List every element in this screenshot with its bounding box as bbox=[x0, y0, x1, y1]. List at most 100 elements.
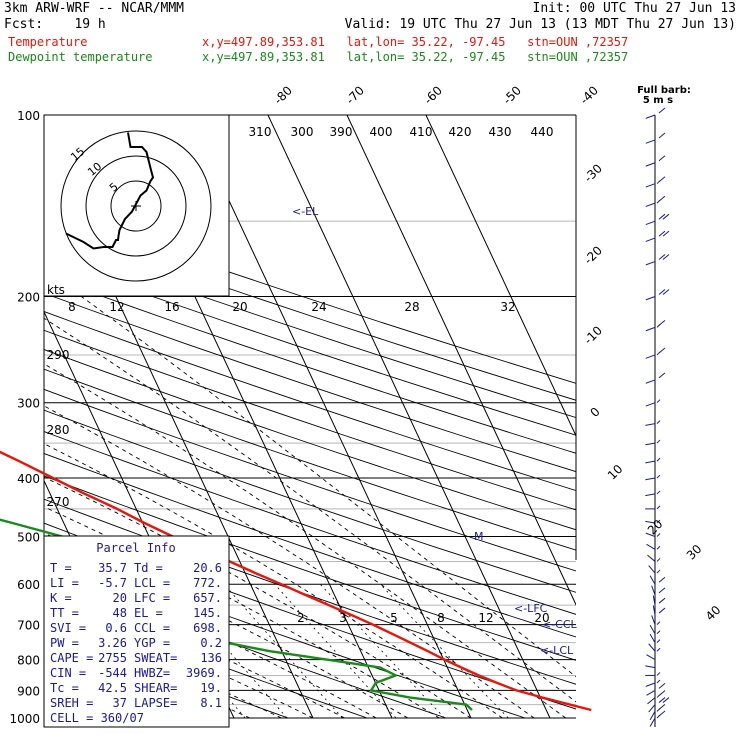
hodograph-speed-label: 16 bbox=[164, 300, 179, 314]
hodograph-ring bbox=[60, 130, 212, 282]
mixing-ratio-label: 3 bbox=[339, 611, 347, 625]
barb-staff bbox=[646, 654, 656, 660]
parcel-value-left: 42.5 bbox=[98, 681, 127, 695]
mixing-ratio-label: 2 bbox=[297, 611, 305, 625]
dry-adiabat bbox=[44, 388, 576, 572]
barb-flag bbox=[658, 132, 666, 139]
isotherm-label: -80 bbox=[271, 83, 295, 107]
mixing-ratio-label: 12 bbox=[478, 611, 493, 625]
parcel-value-right: 698. bbox=[193, 621, 222, 635]
dry-adiabat bbox=[44, 257, 576, 436]
isotherm-label: 30 bbox=[684, 542, 705, 563]
theta-label: 430 bbox=[489, 125, 512, 139]
wind-barb bbox=[647, 690, 666, 705]
wind-barb bbox=[652, 605, 666, 616]
barb-half bbox=[656, 708, 661, 712]
wind-barb bbox=[646, 543, 661, 550]
mixing-ratio-label: 20 bbox=[534, 611, 549, 625]
barb-half bbox=[656, 672, 661, 676]
barb-flag bbox=[662, 230, 670, 237]
barb-half bbox=[656, 457, 661, 462]
parcel-value-right: 657. bbox=[193, 591, 222, 605]
barb-staff bbox=[645, 493, 656, 497]
dewpoint-legend-label: Dewpoint temperature bbox=[8, 50, 153, 64]
moist-adiabat bbox=[44, 506, 440, 719]
wind-barb bbox=[645, 107, 666, 119]
pressure-tick-label: 600 bbox=[17, 578, 40, 592]
wind-barb bbox=[645, 672, 661, 676]
barb-staff bbox=[648, 704, 656, 713]
barb-staff bbox=[647, 554, 656, 562]
barb-half bbox=[656, 639, 661, 644]
parcel-key-right: Td = bbox=[134, 561, 163, 575]
barb-staff bbox=[648, 643, 656, 652]
wind-barb bbox=[645, 132, 666, 144]
barb-half bbox=[656, 621, 661, 625]
mixing-ratio-label: 5 bbox=[390, 611, 398, 625]
parcel-value-right: 145. bbox=[193, 606, 222, 620]
wind-barb bbox=[648, 643, 661, 652]
isotherm-label: 0 bbox=[588, 405, 603, 420]
barb-flag bbox=[658, 230, 666, 237]
barb-staff bbox=[648, 565, 656, 574]
barb-staff bbox=[645, 379, 656, 384]
pressure-tick-label: 300 bbox=[17, 397, 40, 411]
barb-half bbox=[656, 679, 661, 684]
barb-staff bbox=[645, 261, 656, 266]
parcel-key-right: LFC = bbox=[134, 591, 170, 605]
barb-half bbox=[656, 558, 661, 562]
barb-staff bbox=[646, 689, 656, 696]
barb-staff bbox=[645, 682, 656, 687]
theta-label: 310 bbox=[249, 125, 272, 139]
pressure-tick-label: 800 bbox=[17, 654, 40, 668]
isotherm-label: -50 bbox=[500, 83, 524, 107]
dry-adiabat bbox=[44, 475, 576, 661]
parcel-value-right: 136 bbox=[200, 651, 222, 665]
level-label-lfc: <-LFC bbox=[514, 602, 548, 615]
barb-half bbox=[656, 324, 661, 328]
dry-adiabat-label: 280 bbox=[47, 423, 70, 437]
dry-adiabat-label: 290 bbox=[47, 348, 70, 362]
barb-flag bbox=[658, 683, 666, 689]
barb-staff bbox=[651, 615, 656, 625]
barb-staff bbox=[645, 296, 656, 301]
parcel-key-right: CCL = bbox=[134, 621, 170, 635]
wind-barb bbox=[645, 230, 670, 242]
hodograph-speed-label: 28 bbox=[404, 300, 419, 314]
parcel-value-right: 3969. bbox=[186, 666, 222, 680]
pressure-tick-label: 500 bbox=[17, 530, 40, 544]
dry-adiabat bbox=[44, 409, 576, 593]
wind-barb bbox=[645, 490, 661, 497]
parcel-key-left: PW = bbox=[50, 636, 79, 650]
wind-barb bbox=[648, 697, 670, 713]
mixing-ratio-line bbox=[380, 583, 509, 719]
hodograph-speed-label: 20 bbox=[232, 300, 247, 314]
parcel-value-left: 35.7 bbox=[98, 561, 127, 575]
barb-staff bbox=[649, 625, 656, 635]
parcel-key-right: SWEAT= bbox=[134, 651, 177, 665]
parcel-value-left: -5.7 bbox=[98, 576, 127, 590]
wind-barb bbox=[645, 155, 666, 167]
mixing-ratio-line bbox=[274, 583, 397, 719]
barb-staff bbox=[645, 423, 656, 426]
dry-adiabat bbox=[44, 329, 576, 511]
dewpoint-legend-info: x,y=497.89,353.81 lat,lon= 35.22, -97.45… bbox=[202, 50, 629, 64]
barb-staff bbox=[645, 220, 656, 226]
wind-barb bbox=[649, 633, 661, 644]
hodograph-speed-label: 32 bbox=[500, 300, 515, 314]
barb-staff bbox=[646, 543, 656, 550]
barb-staff bbox=[645, 114, 656, 119]
theta-label: 440 bbox=[531, 125, 554, 139]
theta-label: 300 bbox=[291, 125, 314, 139]
pressure-tick-label: 200 bbox=[17, 291, 40, 305]
theta-label: 400 bbox=[370, 125, 393, 139]
isotherm bbox=[425, 115, 576, 437]
parcel-value-right: 772. bbox=[193, 576, 222, 590]
forecast-hour: Fcst: 19 h bbox=[4, 17, 106, 32]
barb-staff bbox=[649, 575, 656, 585]
parcel-key-right: LAPSE= bbox=[134, 696, 177, 710]
wind-barb bbox=[645, 347, 666, 359]
barb-half bbox=[656, 351, 661, 356]
wind-barb bbox=[649, 625, 661, 635]
